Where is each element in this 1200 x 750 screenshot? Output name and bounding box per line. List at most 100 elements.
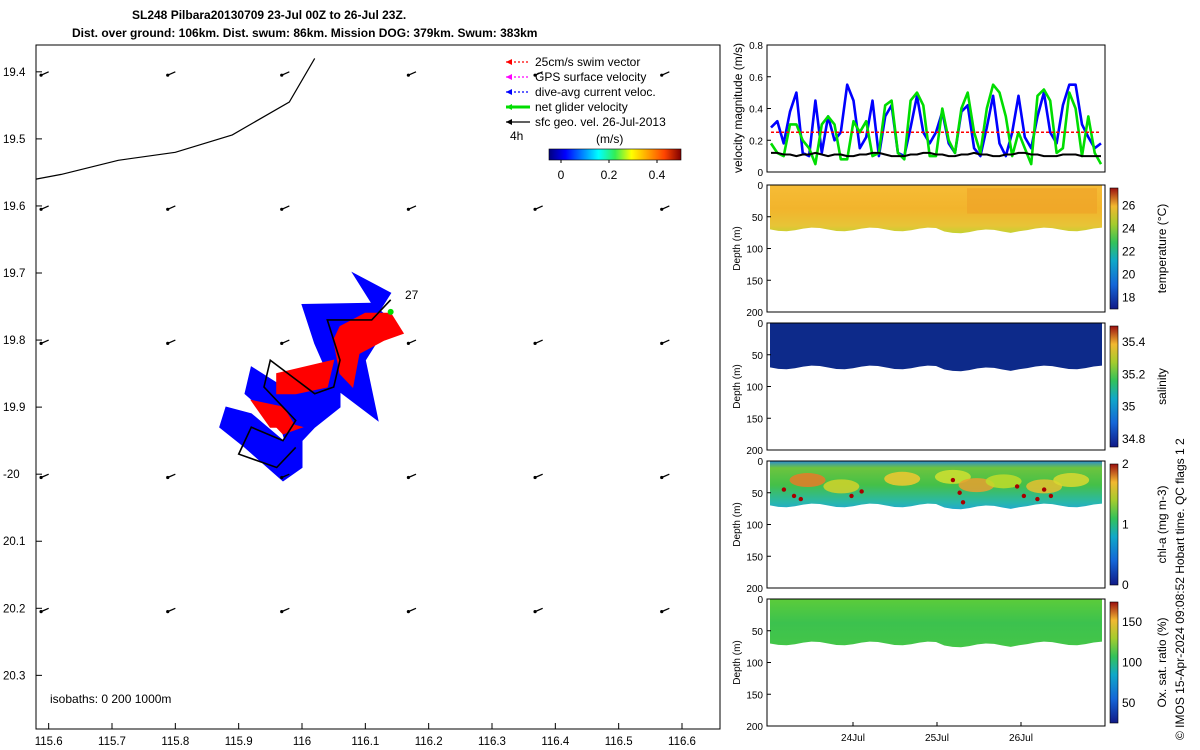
time-xtick-label: 24Jul xyxy=(841,733,865,744)
depth-ytick-label: 50 xyxy=(752,489,764,500)
colorbar-tick-label: 0 xyxy=(1122,578,1129,592)
colorbar-tick-label: 35 xyxy=(1122,400,1136,414)
colorbar xyxy=(1109,187,1119,310)
geo-velocity-arrowhead xyxy=(39,73,43,77)
depth-ytick-label: 100 xyxy=(746,521,763,532)
time-step-label: 4h xyxy=(510,129,523,143)
geo-velocity-arrowhead xyxy=(660,73,664,77)
depth-ylabel: Depth (m) xyxy=(732,364,743,408)
depth-ytick-label: 200 xyxy=(746,308,763,319)
current-vector-field xyxy=(351,271,392,315)
map-ytick-label: 20.2 xyxy=(3,603,25,615)
depth-ytick-label: 150 xyxy=(746,414,763,425)
colorbar-tick-label: 100 xyxy=(1122,656,1142,670)
legend-arrowhead xyxy=(506,89,512,95)
isobaths-label: isobaths: 0 200 1000m xyxy=(50,692,171,706)
geo-velocity-arrowhead xyxy=(533,475,537,480)
geo-velocity-arrowhead xyxy=(533,341,537,346)
colorbar-tick-label: 0.4 xyxy=(649,168,666,182)
map-ytick-label: -20 xyxy=(3,469,20,481)
map-xtick-label: 116 xyxy=(293,736,311,748)
legend-arrowhead xyxy=(506,59,512,65)
geo-velocity-arrowhead xyxy=(39,610,43,614)
depth-ytick-label: 0 xyxy=(757,181,763,192)
chl-patch xyxy=(1053,473,1090,488)
geo-velocity-arrowhead xyxy=(39,475,43,480)
geo-velocity-arrowhead xyxy=(280,610,284,614)
chl-hotspot xyxy=(960,500,966,505)
geo-velocity-arrowhead xyxy=(39,207,43,211)
legend-label: net glider velocity xyxy=(535,100,628,114)
chl-hotspot xyxy=(798,496,803,502)
colorbar-tick-label: 1 xyxy=(1122,518,1129,532)
depth-ytick-label: 100 xyxy=(746,383,763,394)
depth-ytick-label: 0 xyxy=(757,319,763,330)
velocity-ytick-label: 0.6 xyxy=(749,73,763,84)
velocity-series-line xyxy=(771,151,1101,158)
map-xtick-label: 116.2 xyxy=(415,736,443,748)
glider-track xyxy=(237,299,392,469)
map-xtick-label: 116.5 xyxy=(605,736,633,748)
chl-patch xyxy=(985,474,1022,489)
geo-velocity-arrowhead xyxy=(660,610,664,614)
geo-velocity-arrowhead xyxy=(660,341,664,346)
colorbar-tick-label: 35.4 xyxy=(1122,335,1146,349)
chl-hotspot xyxy=(1021,493,1027,499)
velocity-panel: 0 0.2 0.4 0.6 0.8 velocity magnitude (m/s) xyxy=(731,41,1106,179)
map-xtick-label: 115.7 xyxy=(98,736,126,748)
geo-velocity-arrowhead xyxy=(533,73,537,77)
profile-data-band xyxy=(770,598,1102,648)
chl-patch xyxy=(934,469,971,484)
geo-velocity-arrowhead xyxy=(280,341,284,346)
chl-patch xyxy=(823,479,860,494)
colorbar xyxy=(1109,601,1119,724)
map-xtick-label: 115.9 xyxy=(225,736,253,748)
map-ytick-label: 19.8 xyxy=(3,335,25,347)
footer-credit: © IMOS 15-Apr-2024 09:08:52 Hobart time.… xyxy=(1173,438,1187,740)
depth-ytick-label: 0 xyxy=(757,595,763,606)
chl-hotspot xyxy=(950,477,956,483)
geo-velocity-arrowhead xyxy=(166,73,170,77)
geo-velocity-arrowhead xyxy=(280,73,284,77)
geo-velocity-arrowhead xyxy=(280,207,284,211)
geo-velocity-arrowhead xyxy=(166,475,170,480)
geo-velocity-arrowhead xyxy=(166,610,170,614)
depth-ytick-label: 150 xyxy=(746,276,763,287)
chl-hotspot xyxy=(1014,484,1020,489)
geo-velocity-arrowhead xyxy=(406,610,410,614)
colorbar-tick-label: 50 xyxy=(1122,696,1136,710)
salinity-panel: 0 50 100 150 200 Depth (m) 34.8 35 35.2 35.4 salin… xyxy=(732,319,1169,457)
chl-hotspot xyxy=(849,493,854,499)
chl-patch xyxy=(789,473,826,488)
velocity-ytick-label: 0.8 xyxy=(749,41,763,52)
colorbar xyxy=(1109,463,1119,586)
time-xtick-label: 25Jul xyxy=(925,733,949,744)
map-ytick-label: 19.6 xyxy=(3,201,25,213)
map-ytick-label: 20.1 xyxy=(3,536,25,548)
depth-ytick-label: 50 xyxy=(752,213,764,224)
legend-label: sfc geo. vel. 26-Jul-2013 xyxy=(535,115,666,129)
warm-layer xyxy=(967,188,1097,214)
oxygen-panel: 0 50 100 150 200 Depth (m) 50 100 150 Ox. sat. ra… xyxy=(732,595,1169,733)
depth-ylabel: Depth (m) xyxy=(732,502,743,546)
chart-title-line2: Dist. over ground: 106km. Dist. swum: 86… xyxy=(72,26,538,40)
colorbar-tick-label: 26 xyxy=(1122,198,1136,212)
legend-arrowhead xyxy=(506,104,512,110)
colorbar-tick-label: 0.2 xyxy=(601,168,618,182)
map-annotation: 27 xyxy=(405,288,419,302)
legend-arrowhead xyxy=(506,119,512,125)
chl-hotspot xyxy=(781,487,787,492)
profile-data-band xyxy=(770,322,1102,372)
chl-hotspot xyxy=(1048,493,1054,499)
map-xtick-label: 116.3 xyxy=(478,736,506,748)
legend-label: GPS surface velocity xyxy=(535,70,646,84)
geo-velocity-arrowhead xyxy=(39,341,43,346)
colorbar-tick-label: 20 xyxy=(1122,267,1136,281)
colorbar-tick-label: 0 xyxy=(558,168,565,182)
depth-ytick-label: 0 xyxy=(757,457,763,468)
map-xtick-label: 116.6 xyxy=(668,736,696,748)
map-ytick-label: 19.7 xyxy=(3,268,25,280)
net-glider-velocity-marker xyxy=(387,308,394,315)
